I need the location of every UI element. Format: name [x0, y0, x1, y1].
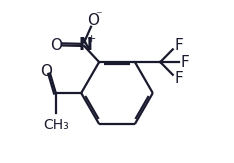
Text: CH₃: CH₃ — [43, 118, 69, 132]
Text: F: F — [174, 38, 183, 53]
Text: F: F — [180, 55, 189, 70]
Text: ⁻: ⁻ — [95, 9, 102, 22]
Text: F: F — [174, 71, 183, 86]
Text: N: N — [78, 36, 92, 54]
Text: O: O — [50, 38, 62, 53]
Text: O: O — [40, 64, 52, 79]
Text: +: + — [87, 34, 96, 44]
Text: O: O — [87, 14, 99, 29]
